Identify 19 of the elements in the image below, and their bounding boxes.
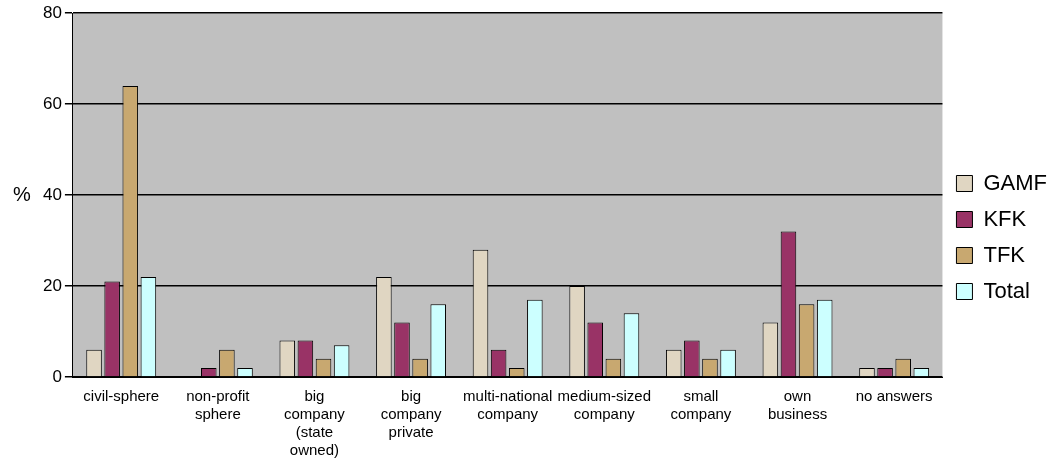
y-tick-label: 20 [42, 275, 62, 295]
x-tick-label: big company private [380, 387, 442, 441]
y-tick-label: 0 [52, 366, 62, 386]
x-tick-label: small company [670, 387, 732, 423]
x-tick-label: no answers [855, 387, 933, 405]
x-tick-label: medium-sized company [557, 387, 651, 423]
y-tick-label: 60 [42, 93, 62, 113]
x-tick-label: multi-national company [463, 387, 553, 423]
x-tick-label: non-profit sphere [186, 387, 251, 423]
y-tick-label: 40 [42, 184, 62, 204]
y-axis-title: % [13, 182, 32, 205]
legend-label: Total [983, 277, 1030, 303]
legend-label: TFK [983, 241, 1026, 267]
x-tick-label: big company (state owned) [284, 387, 346, 459]
y-tick-label: 80 [42, 2, 62, 22]
legend-label: KFK [983, 205, 1027, 231]
x-tick-label: civil-sphere [83, 387, 160, 405]
x-tick-label: own business [767, 387, 828, 423]
legend-label: GAMF [983, 169, 1048, 195]
